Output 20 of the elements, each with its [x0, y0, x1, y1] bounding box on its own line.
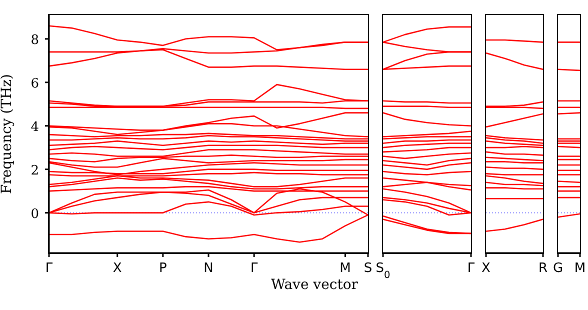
x-tick-label: Γ	[45, 261, 54, 276]
y-tick-label: 8	[30, 32, 39, 48]
y-tick-label: 4	[30, 120, 39, 135]
x-tick-label: G	[552, 261, 564, 276]
x-tick-label: R	[538, 261, 548, 276]
y-tick-label: 0	[30, 206, 39, 222]
x-axis-title: Wave vector	[271, 277, 358, 293]
x-tick-label: M	[340, 261, 351, 276]
x-tick-label: S$_{0}$	[376, 261, 390, 280]
x-tick-label: X	[112, 261, 122, 276]
x-tick-label: M	[574, 261, 586, 276]
y-tick-label: 6	[30, 76, 39, 92]
x-tick-label: X	[482, 261, 491, 276]
y-axis-title: Frequency (THz)	[0, 74, 15, 194]
x-tick-label: N	[204, 261, 214, 276]
x-tick-label: S	[364, 261, 372, 276]
x-tick-label: P	[159, 261, 168, 276]
x-tick-label: Γ	[250, 261, 258, 276]
x-tick-label: Γ	[467, 261, 476, 276]
y-tick-label: 2	[30, 163, 39, 178]
